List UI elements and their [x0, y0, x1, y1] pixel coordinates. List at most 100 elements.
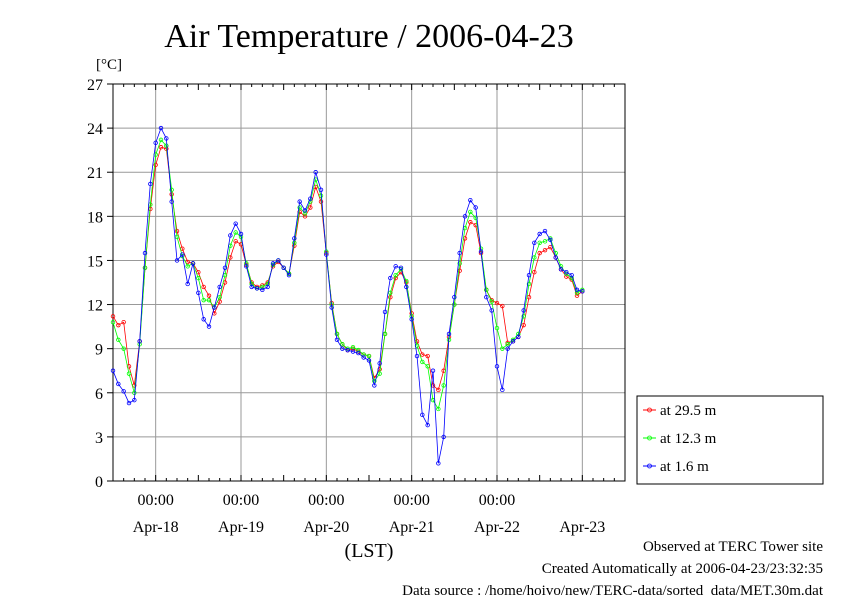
- data-point: [206, 293, 212, 298]
- legend-label: at 12.3 m: [660, 431, 717, 447]
- y-tick-label: 9: [95, 342, 103, 359]
- data-point: [297, 205, 302, 210]
- data-point: [212, 305, 217, 310]
- data-point: [292, 240, 297, 245]
- data-point: [468, 197, 473, 203]
- data-point: [574, 293, 580, 298]
- legend: at 29.5 m at 12.3 m at 1.6 m: [636, 395, 824, 485]
- series-line: [112, 139, 583, 411]
- series-layer: [110, 125, 585, 466]
- x-time-label: 00:00: [137, 492, 173, 509]
- data-point: [153, 140, 158, 146]
- x-time-label: 00:00: [479, 492, 515, 509]
- x-time-label: 00:00: [223, 492, 259, 509]
- data-point: [521, 322, 526, 328]
- data-point: [132, 390, 137, 395]
- data-point: [521, 308, 526, 313]
- data-point: [446, 331, 452, 337]
- x-time-label: 00:00: [393, 492, 429, 509]
- data-point: [436, 461, 441, 466]
- data-point: [382, 309, 388, 315]
- data-point: [542, 247, 548, 253]
- data-point: [574, 290, 580, 295]
- data-point: [174, 228, 180, 234]
- data-point: [425, 353, 430, 359]
- footer-source: Data source : /home/hoivo/new/TERC-data/…: [402, 583, 824, 595]
- data-point: [542, 228, 548, 234]
- data-point: [553, 255, 558, 260]
- data-point: [526, 281, 532, 287]
- data-point: [158, 137, 164, 143]
- legend-swatch-marker: [647, 463, 652, 469]
- data-point: [457, 261, 462, 266]
- data-point: [558, 264, 564, 269]
- data-point: [398, 265, 404, 270]
- data-point: [228, 233, 233, 238]
- data-point: [457, 250, 462, 256]
- data-point: [377, 361, 382, 366]
- data-point: [260, 284, 265, 290]
- y-tick-label: 15: [87, 253, 103, 270]
- data-point: [126, 371, 132, 376]
- data-point: [500, 303, 505, 309]
- data-point: [217, 284, 222, 290]
- data-point: [249, 284, 254, 290]
- data-point: [452, 302, 457, 307]
- data-point: [398, 270, 404, 275]
- data-point: [334, 337, 340, 343]
- data-point: [574, 287, 580, 293]
- data-point: [313, 170, 318, 175]
- data-point: [206, 324, 212, 329]
- data-point: [222, 265, 228, 270]
- data-point: [217, 295, 222, 300]
- data-point: [478, 249, 484, 254]
- data-point: [510, 339, 516, 344]
- data-point: [158, 125, 164, 131]
- data-point: [308, 196, 313, 201]
- legend-item: at 29.5 m: [643, 403, 717, 419]
- data-point: [116, 337, 121, 343]
- data-point: [366, 353, 372, 359]
- data-point: [329, 305, 334, 310]
- data-point: [340, 342, 345, 347]
- data-point: [537, 250, 542, 256]
- data-point: [473, 205, 478, 210]
- x-axis-label: (LST): [345, 540, 394, 562]
- data-point: [505, 342, 510, 347]
- data-point: [276, 258, 281, 263]
- data-point: [489, 299, 494, 304]
- data-point: [521, 314, 526, 319]
- data-point: [196, 290, 201, 295]
- data-point: [292, 236, 297, 241]
- data-point: [500, 387, 505, 393]
- data-point: [302, 208, 308, 213]
- data-point: [185, 281, 190, 287]
- data-point: [164, 143, 169, 148]
- data-point: [388, 275, 393, 281]
- data-point: [169, 199, 174, 204]
- data-point: [436, 406, 441, 412]
- data-point: [142, 265, 148, 270]
- data-point: [116, 322, 121, 328]
- data-point: [409, 317, 414, 322]
- data-point: [308, 199, 313, 204]
- data-point: [153, 162, 158, 168]
- y-tick-label: 0: [95, 474, 103, 491]
- data-point: [196, 275, 201, 281]
- data-point: [270, 261, 276, 266]
- data-point: [233, 230, 238, 235]
- data-point: [420, 352, 425, 357]
- data-point: [180, 252, 185, 257]
- data-point: [404, 284, 409, 290]
- data-point: [537, 240, 542, 245]
- data-point: [532, 255, 537, 260]
- data-point: [281, 265, 286, 270]
- data-point: [132, 397, 137, 403]
- data-point: [377, 371, 382, 376]
- footer: Observed at TERC Tower site Created Auto…: [402, 539, 824, 595]
- series-1: [110, 145, 585, 393]
- data-point: [324, 252, 329, 257]
- data-point: [302, 211, 308, 216]
- data-point: [366, 358, 372, 363]
